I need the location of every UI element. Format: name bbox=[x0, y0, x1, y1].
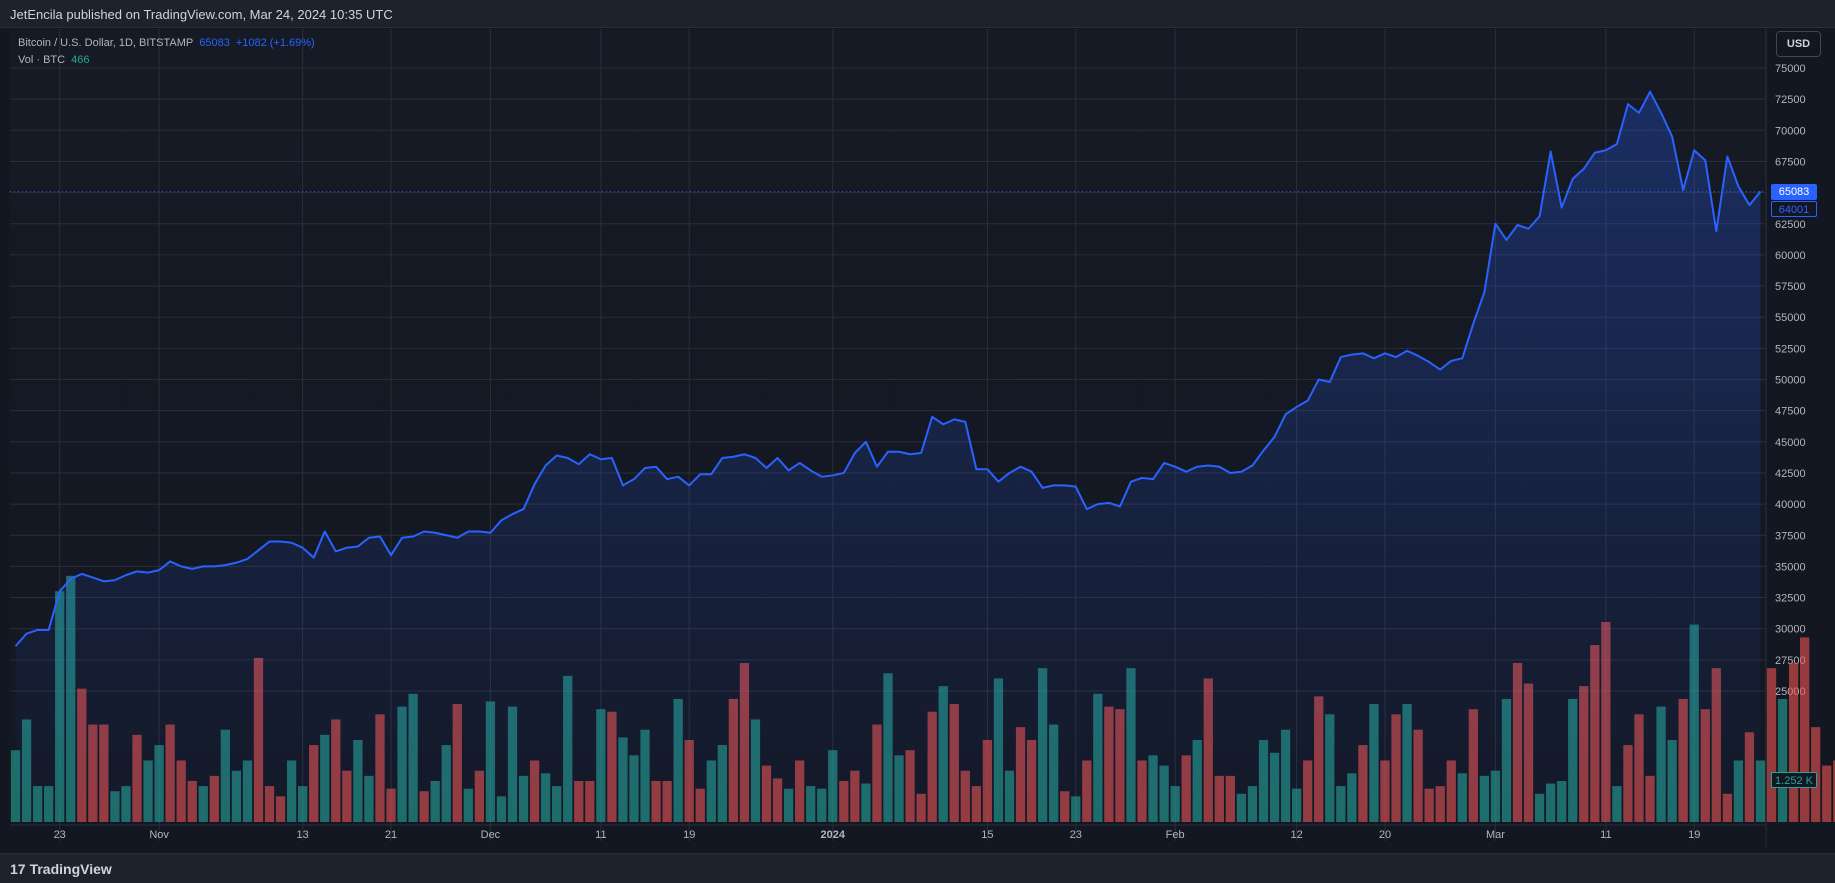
symbol-label: Bitcoin / U.S. Dollar, 1D, BITSTAMP bbox=[18, 37, 194, 49]
volume-bar bbox=[1800, 637, 1810, 822]
volume-legend-row: Vol · BTC 466 bbox=[18, 52, 315, 69]
last-price-tag: 65083 bbox=[1771, 183, 1817, 200]
y-tick-label: 62500 bbox=[1775, 219, 1806, 231]
chart-legend: Bitcoin / U.S. Dollar, 1D, BITSTAMP 65083… bbox=[18, 35, 315, 69]
x-tick-label: 23 bbox=[1070, 829, 1082, 841]
top-bar: JetEncila published on TradingView.com, … bbox=[0, 0, 1835, 28]
volume-label: Vol · BTC bbox=[18, 54, 66, 66]
y-tick-label: 52500 bbox=[1775, 343, 1806, 355]
y-tick-label: 75000 bbox=[1775, 63, 1806, 75]
x-tick-label: Nov bbox=[149, 829, 169, 841]
footer: 17 TradingView bbox=[0, 853, 1835, 883]
y-tick-label: 67500 bbox=[1775, 156, 1806, 168]
y-tick-label: 32500 bbox=[1775, 593, 1806, 605]
y-tick-label: 35000 bbox=[1775, 561, 1806, 573]
y-tick-label: 40000 bbox=[1775, 499, 1806, 511]
volume-bar bbox=[1833, 760, 1835, 822]
x-tick-label: 19 bbox=[1688, 829, 1700, 841]
y-tick-label: 60000 bbox=[1775, 250, 1806, 262]
tradingview-logo-icon: 17 bbox=[10, 861, 26, 877]
x-tick-label: 11 bbox=[595, 829, 606, 841]
x-tick-label: 20 bbox=[1379, 829, 1391, 841]
y-tick-label: 57500 bbox=[1775, 281, 1806, 293]
y-tick-label: 42500 bbox=[1775, 468, 1806, 480]
x-tick-label: 11 bbox=[1600, 829, 1611, 841]
y-tick-label: 72500 bbox=[1775, 94, 1806, 106]
volume-bar bbox=[1822, 765, 1832, 822]
x-tick-label: Mar bbox=[1486, 829, 1505, 841]
change-label: +1082 (+1.69%) bbox=[235, 37, 315, 49]
volume-bar bbox=[1766, 668, 1777, 822]
prev-price-tag: 64001 bbox=[1771, 200, 1817, 217]
tradingview-brand: TradingView bbox=[29, 861, 112, 877]
price-legend-row: Bitcoin / U.S. Dollar, 1D, BITSTAMP 65083… bbox=[18, 35, 315, 52]
x-tick-label: 15 bbox=[981, 829, 993, 841]
price-area-fill bbox=[15, 91, 1761, 822]
y-tick-label: 50000 bbox=[1775, 375, 1806, 387]
x-tick-label: 13 bbox=[297, 829, 309, 841]
y-tick-label: 30000 bbox=[1775, 624, 1806, 636]
volume-value: 466 bbox=[71, 54, 90, 66]
y-tick-label: 70000 bbox=[1775, 125, 1806, 137]
tradingview-logo[interactable]: 17 TradingView bbox=[10, 861, 112, 877]
y-tick-label: 37500 bbox=[1775, 530, 1806, 542]
volume-bar bbox=[1777, 698, 1788, 822]
x-tick-label: 21 bbox=[385, 829, 397, 841]
x-tick-label: 23 bbox=[54, 829, 66, 841]
y-tick-label: 47500 bbox=[1775, 406, 1806, 418]
volume-bar bbox=[1788, 663, 1799, 822]
volume-tag: 1.252 K bbox=[1771, 772, 1817, 788]
last-price-label: 65083 bbox=[199, 37, 230, 49]
currency-button[interactable]: USD bbox=[1776, 31, 1821, 57]
x-tick-label: 2024 bbox=[821, 829, 846, 841]
x-tick-label: Dec bbox=[481, 829, 501, 841]
y-tick-label: 55000 bbox=[1775, 312, 1806, 324]
y-tick-label: 45000 bbox=[1775, 437, 1806, 449]
x-tick-label: 12 bbox=[1291, 829, 1303, 841]
x-tick-label: Feb bbox=[1166, 829, 1185, 841]
price-line bbox=[14, 90, 1762, 647]
x-tick-label: 19 bbox=[683, 829, 695, 841]
publish-info: JetEncila published on TradingView.com, … bbox=[10, 7, 393, 22]
